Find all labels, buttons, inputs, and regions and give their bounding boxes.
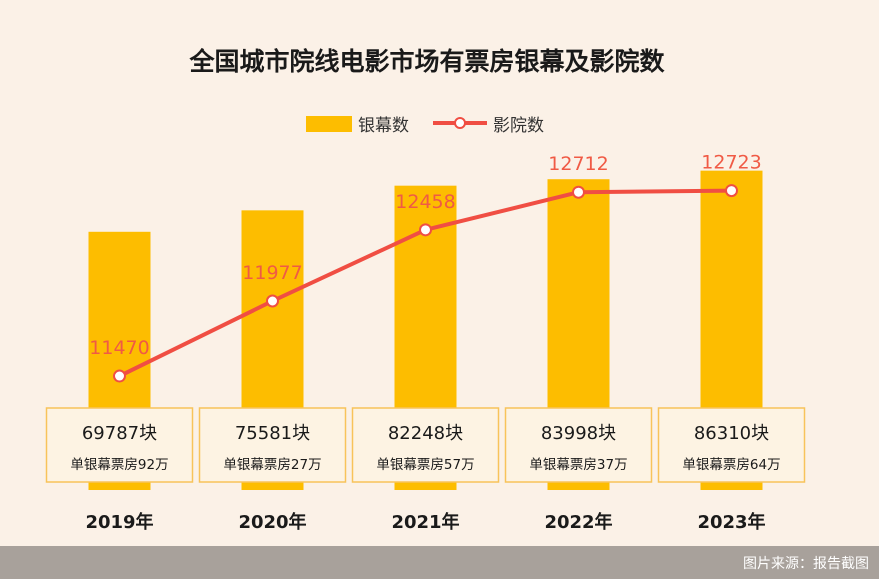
line-value-label-2: 12458 <box>395 191 455 213</box>
line-value-label-4: 12723 <box>701 152 761 174</box>
x-tick-label-2: 2021年 <box>391 511 459 533</box>
bar-sub-label-0: 单银幕票房92万 <box>70 457 168 473</box>
x-tick-label-0: 2019年 <box>85 511 153 533</box>
x-tick-label-1: 2020年 <box>238 511 306 533</box>
bar-sub-label-3: 单银幕票房37万 <box>529 457 627 473</box>
bar-label-box-4 <box>657 407 806 483</box>
bar-value-label-0: 69787块 <box>82 423 157 444</box>
bar-label-box-3 <box>504 407 653 483</box>
x-axis-ticks: 2019年 2020年 2021年 2022年 2023年 <box>85 511 765 533</box>
bar-label-box-1 <box>198 407 347 483</box>
bar-label-box-0 <box>45 407 194 483</box>
legend-label-screens: 银幕数 <box>358 116 409 136</box>
point-cinemas-2 <box>419 223 432 237</box>
x-tick-label-4: 2023年 <box>697 511 765 533</box>
point-cinemas-1 <box>266 294 279 308</box>
point-cinemas-4 <box>725 184 738 198</box>
bar-value-label-4: 86310块 <box>694 423 769 444</box>
legend: 银幕数 影院数 <box>306 116 544 136</box>
legend-marker-cinemas <box>454 117 466 129</box>
chart-svg: 全国城市院线电影市场有票房银幕及影院数 银幕数 影院数 69787块单银幕票房9… <box>45 47 806 533</box>
bar-sub-label-1: 单银幕票房27万 <box>223 457 321 473</box>
legend-label-cinemas: 影院数 <box>493 116 544 136</box>
point-cinemas-0 <box>113 369 126 383</box>
bar-value-label-3: 83998块 <box>541 423 616 444</box>
chart: 全国城市院线电影市场有票房银幕及影院数 银幕数 影院数 69787块单银幕票房9… <box>45 47 806 533</box>
bar-value-label-1: 75581块 <box>235 423 310 444</box>
bar-sub-label-2: 单银幕票房57万 <box>376 457 474 473</box>
cinema-line-layer: 11470 11977 12458 12712 12723 <box>89 152 762 383</box>
footer-bar: 图片来源：报告截图 <box>0 546 879 579</box>
bar-label-box-2 <box>351 407 500 483</box>
chart-title: 全国城市院线电影市场有票房银幕及影院数 <box>188 47 665 76</box>
line-value-label-0: 11470 <box>89 337 149 359</box>
legend-swatch-screens <box>306 116 352 132</box>
image-source: 图片来源：报告截图 <box>743 556 869 572</box>
line-value-label-1: 11977 <box>242 262 302 284</box>
bar-sub-label-4: 单银幕票房64万 <box>682 457 780 473</box>
bar-value-label-2: 82248块 <box>388 423 463 444</box>
point-cinemas-3 <box>572 185 585 199</box>
line-value-label-3: 12712 <box>548 153 608 175</box>
x-tick-label-3: 2022年 <box>544 511 612 533</box>
